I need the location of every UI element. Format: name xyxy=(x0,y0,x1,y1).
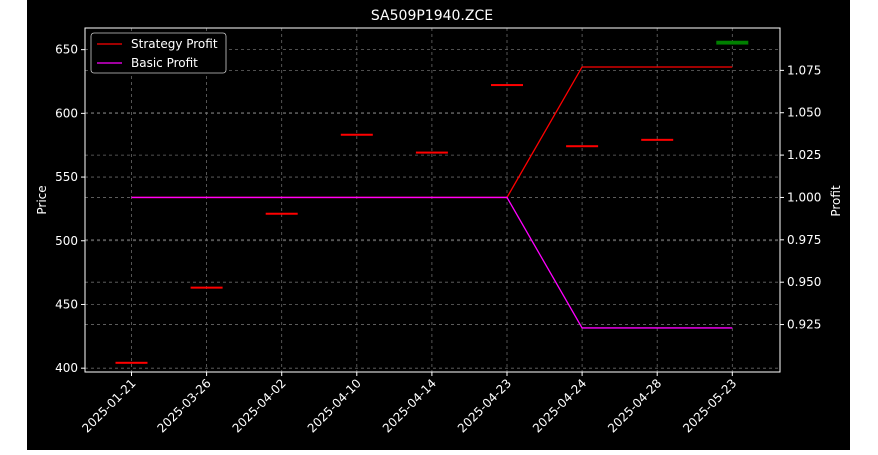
legend-label: Basic Profit xyxy=(131,56,198,70)
tick-label-right: 0.950 xyxy=(787,275,821,289)
candle xyxy=(641,138,674,141)
candle xyxy=(566,145,599,148)
tick-label-left: 500 xyxy=(55,234,78,248)
candle xyxy=(716,40,749,45)
tick-label-right: 1.075 xyxy=(787,63,821,77)
tick-label-right: 1.025 xyxy=(787,148,821,162)
tick-label-left: 400 xyxy=(55,361,78,375)
chart-title: SA509P1940.ZCE xyxy=(371,8,493,24)
candle xyxy=(415,151,448,154)
left-axis: 400 450 500 550 600 650 xyxy=(55,43,85,375)
y-axis-right-label: Profit xyxy=(829,185,843,217)
legend-label: Strategy Profit xyxy=(131,37,218,51)
candle xyxy=(190,286,223,289)
candle xyxy=(115,361,148,364)
right-axis: 0.925 0.950 0.975 1.000 1.025 1.050 1.075 xyxy=(780,63,821,332)
candle xyxy=(265,212,298,215)
price-candles xyxy=(115,40,749,364)
candle xyxy=(491,84,523,87)
tick-label-right: 1.050 xyxy=(787,106,821,120)
tick-label-right: 0.925 xyxy=(787,318,821,332)
tick-label-left: 600 xyxy=(55,106,78,120)
tick-label-left: 450 xyxy=(55,297,78,311)
tick-label-right: 1.000 xyxy=(787,190,821,204)
plot-area xyxy=(85,28,780,372)
profit-series xyxy=(131,66,733,329)
tick-label-left: 650 xyxy=(55,43,78,57)
legend-box xyxy=(90,32,227,74)
tick-label-right: 0.975 xyxy=(787,233,821,247)
series-line xyxy=(131,196,733,329)
tick-label-left: 550 xyxy=(55,170,78,184)
plot-frame xyxy=(84,27,781,373)
y-axis-left-label: Price xyxy=(35,185,49,214)
candle xyxy=(340,133,373,136)
legend: Strategy Profit Basic Profit xyxy=(90,32,227,74)
